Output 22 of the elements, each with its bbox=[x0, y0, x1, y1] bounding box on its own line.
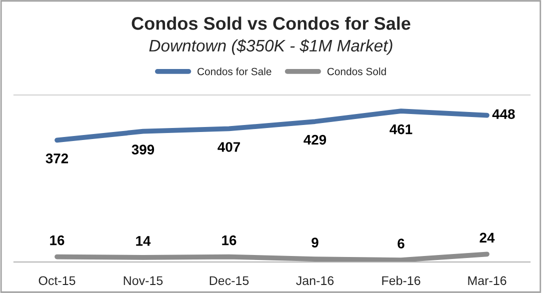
x-tick-label: Nov-15 bbox=[124, 276, 163, 286]
chart-title: Condos Sold vs Condos for Sale bbox=[132, 16, 410, 30]
x-tick-label: Dec-15 bbox=[210, 276, 249, 286]
x-tick-label: Oct-15 bbox=[38, 276, 76, 286]
x-tick-label: Mar-16 bbox=[468, 276, 506, 286]
chart-subtitle: Downtown ($350K - $1M Market) bbox=[149, 39, 392, 55]
data-label: 16 bbox=[222, 235, 236, 246]
legend-label: Condos for Sale bbox=[198, 68, 272, 76]
data-label: 399 bbox=[132, 144, 154, 155]
x-tick-label: Jan-16 bbox=[296, 276, 334, 286]
data-label: 429 bbox=[304, 134, 326, 145]
legend-label: Condos Sold bbox=[327, 68, 386, 76]
data-label: 16 bbox=[50, 235, 64, 246]
x-tick-label: Feb-16 bbox=[382, 276, 420, 286]
data-label: 6 bbox=[398, 238, 404, 248]
data-label: 14 bbox=[136, 236, 151, 246]
data-label: 24 bbox=[480, 232, 495, 242]
data-label: 461 bbox=[390, 124, 412, 134]
data-label: 407 bbox=[218, 142, 240, 152]
data-label: 372 bbox=[46, 154, 68, 164]
data-label: 9 bbox=[312, 238, 318, 248]
data-label: 448 bbox=[492, 109, 515, 120]
